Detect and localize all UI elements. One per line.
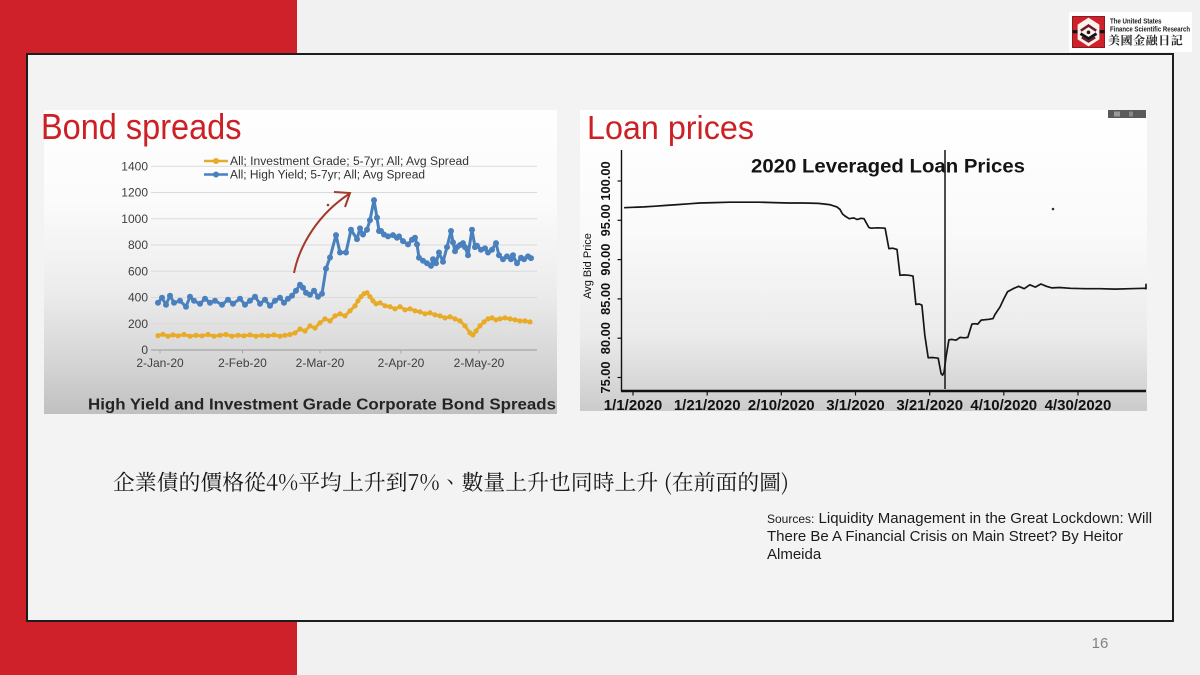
- svg-text:75.00: 75.00: [598, 361, 613, 393]
- svg-text:Finance Scientific Research: Finance Scientific Research: [1110, 27, 1190, 34]
- svg-text:2-Mar-20: 2-Mar-20: [296, 356, 345, 370]
- svg-text:1/1/2020: 1/1/2020: [604, 397, 662, 414]
- svg-text:80.00: 80.00: [598, 322, 613, 354]
- svg-text:400: 400: [128, 291, 148, 305]
- svg-text:All; High Yield; 5-7yr; All; A: All; High Yield; 5-7yr; All; Avg Spread: [230, 170, 425, 182]
- svg-text:1000: 1000: [121, 212, 148, 226]
- svg-text:4/30/2020: 4/30/2020: [1045, 397, 1112, 414]
- svg-text:2/10/2020: 2/10/2020: [748, 397, 815, 414]
- svg-text:The United States: The United States: [1110, 18, 1162, 25]
- svg-text:85.00: 85.00: [598, 283, 613, 315]
- svg-text:1200: 1200: [121, 186, 148, 200]
- svg-text:800: 800: [128, 238, 148, 252]
- svg-text:4/10/2020: 4/10/2020: [970, 397, 1037, 414]
- svg-text:2-Apr-20: 2-Apr-20: [378, 356, 425, 370]
- svg-text:200: 200: [128, 317, 148, 331]
- svg-text:3/1/2020: 3/1/2020: [826, 397, 884, 414]
- svg-text:2-Feb-20: 2-Feb-20: [218, 356, 267, 370]
- svg-text:1/21/2020: 1/21/2020: [674, 397, 741, 414]
- svg-text:All; Investment Grade; 5-7yr;: All; Investment Grade; 5-7yr; All; Avg S…: [230, 156, 469, 168]
- svg-text:Loan prices: Loan prices: [587, 109, 754, 146]
- svg-text:90.00: 90.00: [598, 244, 613, 276]
- svg-text:95.00: 95.00: [598, 204, 613, 236]
- svg-text:2020 Leveraged Loan Prices: 2020 Leveraged Loan Prices: [751, 157, 1025, 178]
- svg-text:Bond spreads: Bond spreads: [41, 106, 242, 147]
- svg-text:High Yield and Investment Grad: High Yield and Investment Grade Corporat…: [88, 397, 556, 414]
- svg-text:Avg Bid Price: Avg Bid Price: [582, 233, 594, 299]
- svg-text:600: 600: [128, 264, 148, 278]
- svg-text:3/21/2020: 3/21/2020: [896, 397, 963, 414]
- svg-text:0: 0: [141, 343, 148, 357]
- svg-text:2-Jan-20: 2-Jan-20: [136, 356, 184, 370]
- svg-text:2-May-20: 2-May-20: [454, 356, 505, 370]
- svg-text:100.00: 100.00: [598, 161, 613, 200]
- svg-text:1400: 1400: [121, 159, 148, 173]
